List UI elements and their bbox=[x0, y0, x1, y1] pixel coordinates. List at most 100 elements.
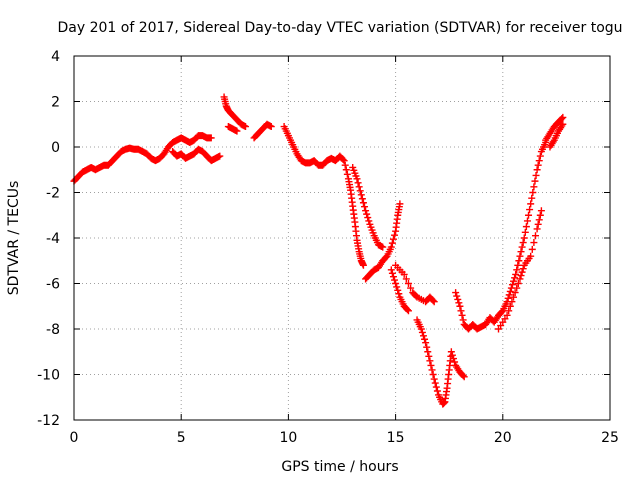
data-point bbox=[459, 372, 467, 380]
x-axis: 0 5 10 15 20 25 bbox=[70, 56, 619, 446]
data-point bbox=[459, 316, 467, 324]
data-point bbox=[559, 120, 567, 128]
y-tick-label: -6 bbox=[46, 277, 60, 293]
data-point bbox=[424, 348, 432, 356]
data-point bbox=[422, 339, 430, 347]
data-point bbox=[535, 157, 543, 165]
data-points bbox=[70, 93, 567, 408]
data-point bbox=[515, 257, 523, 265]
data-point bbox=[431, 379, 439, 387]
y-axis: 4 2 0 -2 -4 -6 -8 -10 -12 bbox=[37, 49, 610, 429]
data-point bbox=[356, 187, 364, 195]
y-tick-label: 4 bbox=[51, 49, 60, 65]
data-point bbox=[454, 295, 462, 303]
data-point bbox=[242, 123, 250, 131]
data-point bbox=[340, 157, 348, 165]
data-point bbox=[341, 161, 349, 169]
data-point bbox=[517, 248, 525, 256]
data-point bbox=[510, 293, 518, 301]
data-point bbox=[455, 299, 463, 307]
data-point bbox=[532, 171, 540, 179]
data-point bbox=[392, 280, 400, 287]
data-point bbox=[534, 161, 542, 169]
data-point bbox=[511, 289, 519, 297]
data-point bbox=[429, 371, 437, 378]
data-point bbox=[207, 134, 215, 142]
data-point bbox=[364, 214, 372, 222]
x-tick-label: 20 bbox=[494, 430, 512, 446]
data-point bbox=[393, 283, 401, 291]
data-point bbox=[432, 383, 440, 391]
data-point bbox=[363, 210, 371, 218]
data-point bbox=[396, 200, 404, 208]
data-point bbox=[452, 289, 460, 297]
data-point bbox=[353, 175, 361, 183]
data-point bbox=[359, 261, 367, 269]
data-point bbox=[357, 191, 365, 199]
data-point bbox=[354, 179, 362, 187]
data-point bbox=[418, 328, 426, 336]
data-point bbox=[379, 243, 387, 251]
data-point bbox=[510, 277, 518, 285]
data-point bbox=[536, 152, 544, 160]
data-point bbox=[404, 280, 412, 287]
x-tick-label: 10 bbox=[279, 430, 297, 446]
data-point bbox=[513, 266, 521, 274]
data-point bbox=[514, 280, 522, 287]
data-point bbox=[518, 268, 526, 276]
data-point bbox=[425, 352, 433, 360]
data-point bbox=[508, 298, 516, 306]
data-point bbox=[429, 297, 437, 305]
data-point bbox=[531, 177, 539, 185]
x-tick-label: 15 bbox=[387, 430, 405, 446]
data-point bbox=[527, 252, 535, 260]
data-point bbox=[456, 302, 464, 310]
data-point bbox=[513, 284, 521, 292]
data-point bbox=[453, 292, 461, 300]
data-point bbox=[530, 239, 538, 247]
y-tick-label: -12 bbox=[37, 413, 60, 429]
data-point bbox=[526, 206, 534, 214]
data-point bbox=[387, 243, 395, 251]
data-point bbox=[511, 274, 519, 282]
data-point bbox=[388, 239, 396, 247]
y-tick-label: 0 bbox=[51, 140, 60, 156]
data-point bbox=[525, 211, 533, 219]
data-point bbox=[505, 291, 513, 299]
data-point bbox=[529, 189, 537, 196]
data-point bbox=[342, 166, 350, 174]
data-point bbox=[530, 183, 538, 191]
grid bbox=[74, 56, 610, 420]
data-point bbox=[417, 325, 425, 333]
data-point bbox=[343, 170, 351, 178]
data-point bbox=[528, 194, 536, 202]
data-point bbox=[389, 273, 397, 281]
x-tick-label: 0 bbox=[70, 430, 79, 446]
data-point bbox=[388, 269, 396, 277]
data-point bbox=[559, 113, 567, 121]
data-point bbox=[503, 311, 511, 319]
data-point bbox=[457, 307, 465, 315]
data-point bbox=[395, 290, 403, 298]
data-point bbox=[361, 203, 369, 211]
data-point bbox=[535, 216, 543, 224]
data-point bbox=[359, 199, 367, 207]
data-point bbox=[517, 272, 525, 280]
data-point bbox=[402, 275, 410, 283]
data-point bbox=[520, 234, 528, 242]
data-point bbox=[536, 211, 544, 219]
data-point bbox=[400, 270, 408, 278]
data-point bbox=[516, 275, 524, 283]
data-point bbox=[527, 200, 535, 208]
data-point bbox=[531, 232, 539, 240]
data-point bbox=[448, 351, 456, 359]
data-point bbox=[407, 284, 415, 292]
data-point bbox=[427, 361, 435, 369]
data-point bbox=[508, 281, 516, 289]
y-tick-label: -2 bbox=[46, 186, 60, 202]
data-point bbox=[519, 265, 527, 273]
data-point bbox=[512, 270, 520, 278]
data-point bbox=[505, 307, 513, 315]
data-point bbox=[533, 166, 541, 174]
